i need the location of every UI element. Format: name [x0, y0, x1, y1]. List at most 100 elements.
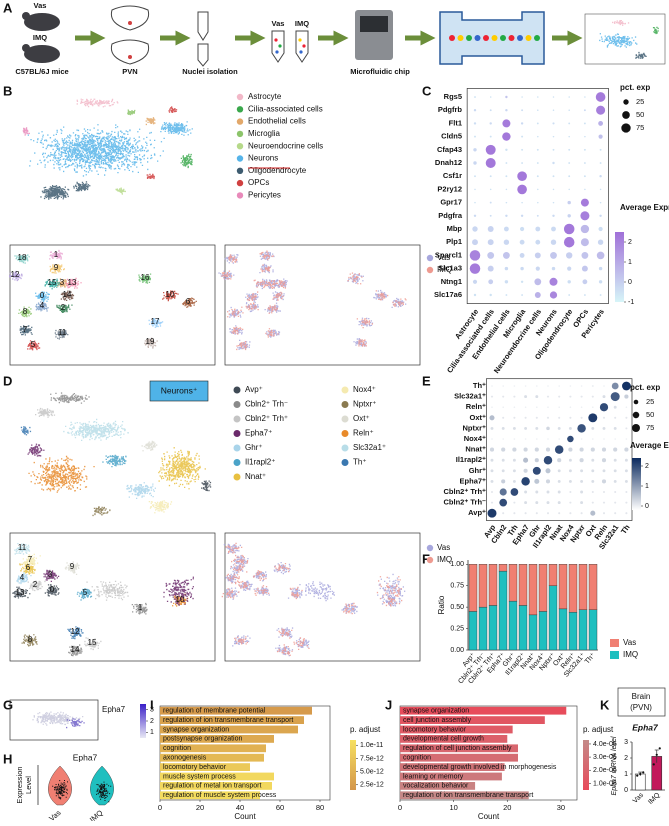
umap-cells	[277, 644, 293, 656]
bar-segment	[538, 564, 548, 612]
dot	[584, 188, 586, 191]
dot	[568, 469, 572, 473]
y-tick-label: Reln⁺	[466, 402, 486, 411]
y-tick-label: Oxt⁺	[470, 413, 487, 422]
dot	[521, 201, 523, 204]
dot	[535, 266, 540, 271]
dot	[505, 188, 508, 191]
dot	[490, 490, 494, 494]
pvn	[128, 55, 132, 59]
bar-label: developmental cell growth	[403, 736, 484, 743]
dot	[602, 469, 606, 473]
dot	[580, 501, 584, 505]
bar-segment	[578, 564, 588, 610]
dot	[489, 135, 492, 138]
dot	[549, 291, 558, 299]
bar-label: regulation of ion transmembrane transpor…	[163, 717, 293, 724]
dot	[535, 490, 539, 494]
bar	[160, 744, 266, 753]
dot	[505, 214, 508, 218]
legend-label: Il1rapl2⁺	[245, 458, 275, 467]
dot	[489, 293, 492, 297]
dot	[563, 236, 575, 248]
dot	[554, 445, 564, 454]
umap-cells	[131, 602, 148, 615]
cluster-label: 2	[61, 303, 66, 312]
dot	[580, 224, 590, 234]
dot	[602, 490, 606, 494]
bar	[160, 716, 304, 724]
dot	[624, 394, 629, 399]
y-tick-label: Ntng1	[441, 277, 462, 286]
x-tick-label: Vas	[632, 791, 645, 804]
legend-title: Average Expression	[630, 441, 669, 450]
legend-swatch	[236, 179, 244, 187]
cluster-label: 10	[166, 290, 175, 299]
bar-segment	[478, 564, 488, 608]
umap-cells	[652, 26, 659, 35]
umap-cells	[234, 636, 248, 645]
umap-cells	[635, 51, 647, 59]
umap-cells	[259, 250, 274, 261]
umap-cells	[22, 127, 30, 136]
cluster-label: 7	[28, 555, 33, 564]
bar-label: regulation of muscle system process	[163, 792, 277, 799]
legend-label: Vas	[437, 543, 450, 552]
dot	[583, 294, 586, 296]
umap-cells	[65, 277, 82, 289]
umap-cells	[19, 563, 36, 575]
umap-cells	[18, 306, 32, 318]
umap-cells	[145, 117, 156, 126]
dot	[581, 265, 588, 272]
umap-cells	[86, 580, 129, 601]
x-tick-label: 0	[398, 803, 402, 812]
dot	[535, 426, 539, 430]
dot	[625, 416, 628, 419]
droplet	[517, 35, 523, 41]
dot	[592, 438, 594, 440]
dot	[596, 251, 605, 260]
y-tick-label: Cfap43	[437, 145, 462, 154]
y-tick-label: 1.00	[450, 561, 464, 568]
bar-label: regulation of ion transmembrane transpor…	[403, 792, 533, 799]
dot	[602, 501, 606, 504]
dot	[519, 239, 525, 245]
dot	[595, 92, 606, 102]
dot	[489, 175, 492, 178]
dot	[625, 501, 628, 504]
y-tick-label: Gpr17	[440, 198, 462, 207]
cluster-label: 9	[70, 562, 75, 571]
legend-label: IMQ	[623, 650, 638, 659]
dot	[569, 512, 572, 515]
dot	[524, 501, 528, 505]
panel-frame	[224, 244, 421, 366]
dot	[474, 135, 476, 138]
dot	[521, 294, 524, 296]
umap-cells	[35, 291, 50, 302]
dot	[569, 416, 572, 419]
y-tick-label: 0	[624, 787, 628, 794]
umap-cells	[158, 447, 206, 490]
dot	[505, 201, 508, 204]
umap-cells	[60, 290, 75, 301]
dot	[505, 95, 508, 99]
dot	[536, 438, 538, 440]
dot	[521, 162, 524, 164]
size-key-label: 25	[636, 97, 644, 106]
y-tick-label: Rgs5	[444, 92, 462, 101]
umap-cells	[76, 588, 93, 601]
dot	[537, 109, 539, 111]
umap-cells	[27, 340, 41, 351]
dot	[549, 277, 558, 286]
umap-cells	[19, 325, 33, 336]
y-tick-label: Slc32a1⁺	[454, 392, 486, 401]
dot	[568, 426, 572, 430]
legend-swatch	[426, 544, 434, 552]
dot	[567, 266, 572, 271]
legend-label: Nptxr⁺	[353, 400, 376, 409]
point	[639, 772, 642, 776]
dot	[524, 406, 527, 408]
dot	[473, 108, 477, 112]
axis-label: Epha7 mRNA level	[611, 736, 618, 795]
dot	[602, 512, 606, 515]
